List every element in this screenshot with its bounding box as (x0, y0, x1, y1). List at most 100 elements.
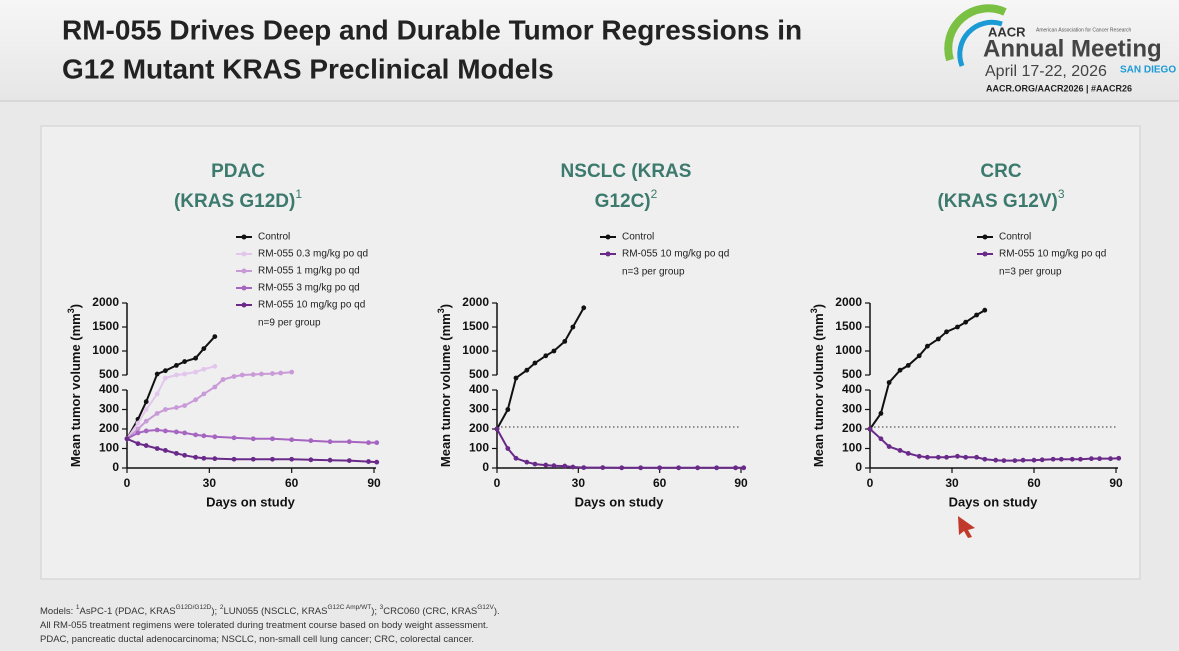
y-tick-label: 2000 (92, 295, 119, 309)
data-point (270, 371, 275, 376)
legend-swatch (241, 302, 247, 308)
data-point (308, 438, 314, 444)
legend-label: Control (258, 232, 290, 243)
data-point (1089, 456, 1094, 462)
data-point (733, 465, 738, 471)
data-point (886, 380, 892, 385)
data-point (135, 430, 141, 436)
data-point (878, 411, 884, 416)
data-point (231, 374, 237, 379)
x-tick-label: 30 (945, 476, 959, 490)
data-point (143, 418, 149, 424)
data-point (327, 439, 333, 445)
data-point (963, 319, 969, 325)
y-tick-label: 2000 (835, 295, 862, 309)
header-band (0, 0, 1179, 101)
data-point (505, 446, 511, 451)
data-point (524, 459, 530, 465)
data-point (231, 435, 237, 441)
y-tick-label: 300 (99, 402, 119, 416)
footnote-text: ). (494, 606, 500, 617)
y-tick-label: 200 (99, 421, 119, 435)
y-tick-label: 100 (469, 441, 489, 455)
legend-label: RM-055 3 mg/kg po qd (258, 283, 360, 294)
y-tick-label: 0 (112, 460, 119, 474)
data-point (346, 458, 352, 463)
data-point (1001, 458, 1007, 463)
data-point (955, 453, 960, 459)
chart-title: PDAC (211, 161, 265, 182)
data-point (505, 407, 511, 412)
data-point (1078, 456, 1083, 462)
data-point (143, 399, 149, 405)
data-point (374, 440, 380, 446)
data-point (201, 455, 207, 461)
data-point (366, 440, 371, 446)
y-tick-label: 0 (855, 460, 862, 474)
y-tick-label: 1500 (462, 319, 489, 333)
data-point (524, 367, 530, 373)
data-point (676, 465, 682, 471)
data-point (695, 465, 701, 471)
y-tick-label: 200 (469, 421, 489, 435)
data-point (1039, 457, 1045, 463)
data-point (154, 411, 160, 416)
logo-arc (944, 4, 1007, 62)
data-point (278, 370, 284, 376)
y-tick-label: 1000 (92, 343, 119, 357)
chart-title-line: (KRAS G12D) (174, 191, 295, 212)
data-point (201, 346, 207, 351)
data-point (212, 434, 218, 440)
y-axis-label-text: Mean tumor volume (mm (438, 313, 453, 467)
data-point (143, 443, 149, 448)
data-point (1116, 455, 1122, 461)
x-tick-label: 60 (1027, 476, 1041, 490)
data-point (543, 462, 549, 468)
footnote: PDAC, pancreatic ductal adenocarcinoma; … (40, 634, 474, 645)
footnote-text: LUN055 (NSCLC, KRAS (223, 606, 327, 617)
legend-label: Control (622, 232, 654, 243)
legend-label: RM-055 10 mg/kg po qd (999, 249, 1106, 260)
x-tick-label: 90 (1109, 476, 1123, 490)
data-point (1012, 458, 1018, 463)
x-axis-label: Days on study (575, 494, 665, 509)
data-point (327, 457, 333, 463)
y-axis-label-text: Mean tumor volume (mm (68, 313, 83, 467)
data-point (1050, 456, 1056, 462)
y-axis-label-sup: 3 (436, 308, 446, 313)
data-point (714, 465, 719, 471)
chart-title: (KRAS G12D)1 (174, 187, 302, 212)
footnote-sup: G12D/G12D (176, 604, 212, 611)
data-point (143, 407, 149, 412)
y-tick-label: 400 (469, 382, 489, 396)
legend-label: RM-055 10 mg/kg po qd (622, 249, 729, 260)
data-point (174, 450, 179, 456)
footnote-mark: 1 (295, 187, 302, 201)
data-point (551, 463, 557, 469)
y-tick-label: 1500 (835, 319, 862, 333)
legend-swatch (982, 234, 988, 240)
footnote-text: Models: (40, 606, 76, 617)
data-point (1058, 456, 1064, 462)
data-point (346, 439, 352, 445)
data-point (581, 305, 587, 311)
x-tick-label: 0 (494, 476, 501, 490)
logo-brand: AACR (988, 24, 1026, 39)
data-point (250, 456, 256, 462)
data-point (212, 334, 218, 339)
y-tick-label: 200 (842, 421, 862, 435)
data-point (193, 454, 199, 460)
data-point (220, 377, 226, 382)
data-point (193, 355, 199, 361)
data-point (270, 436, 275, 442)
chart-title-line: G12C) (595, 191, 651, 212)
series-line (126, 335, 216, 440)
data-point (212, 456, 218, 462)
y-tick-label: 500 (99, 367, 119, 381)
y-axis-label-sup: 3 (66, 308, 76, 313)
y-tick-label: 100 (99, 441, 119, 455)
y-tick-label: 1000 (835, 343, 862, 357)
y-axis-label: Mean tumor volume (mm3) (809, 304, 826, 467)
data-point (174, 372, 179, 378)
